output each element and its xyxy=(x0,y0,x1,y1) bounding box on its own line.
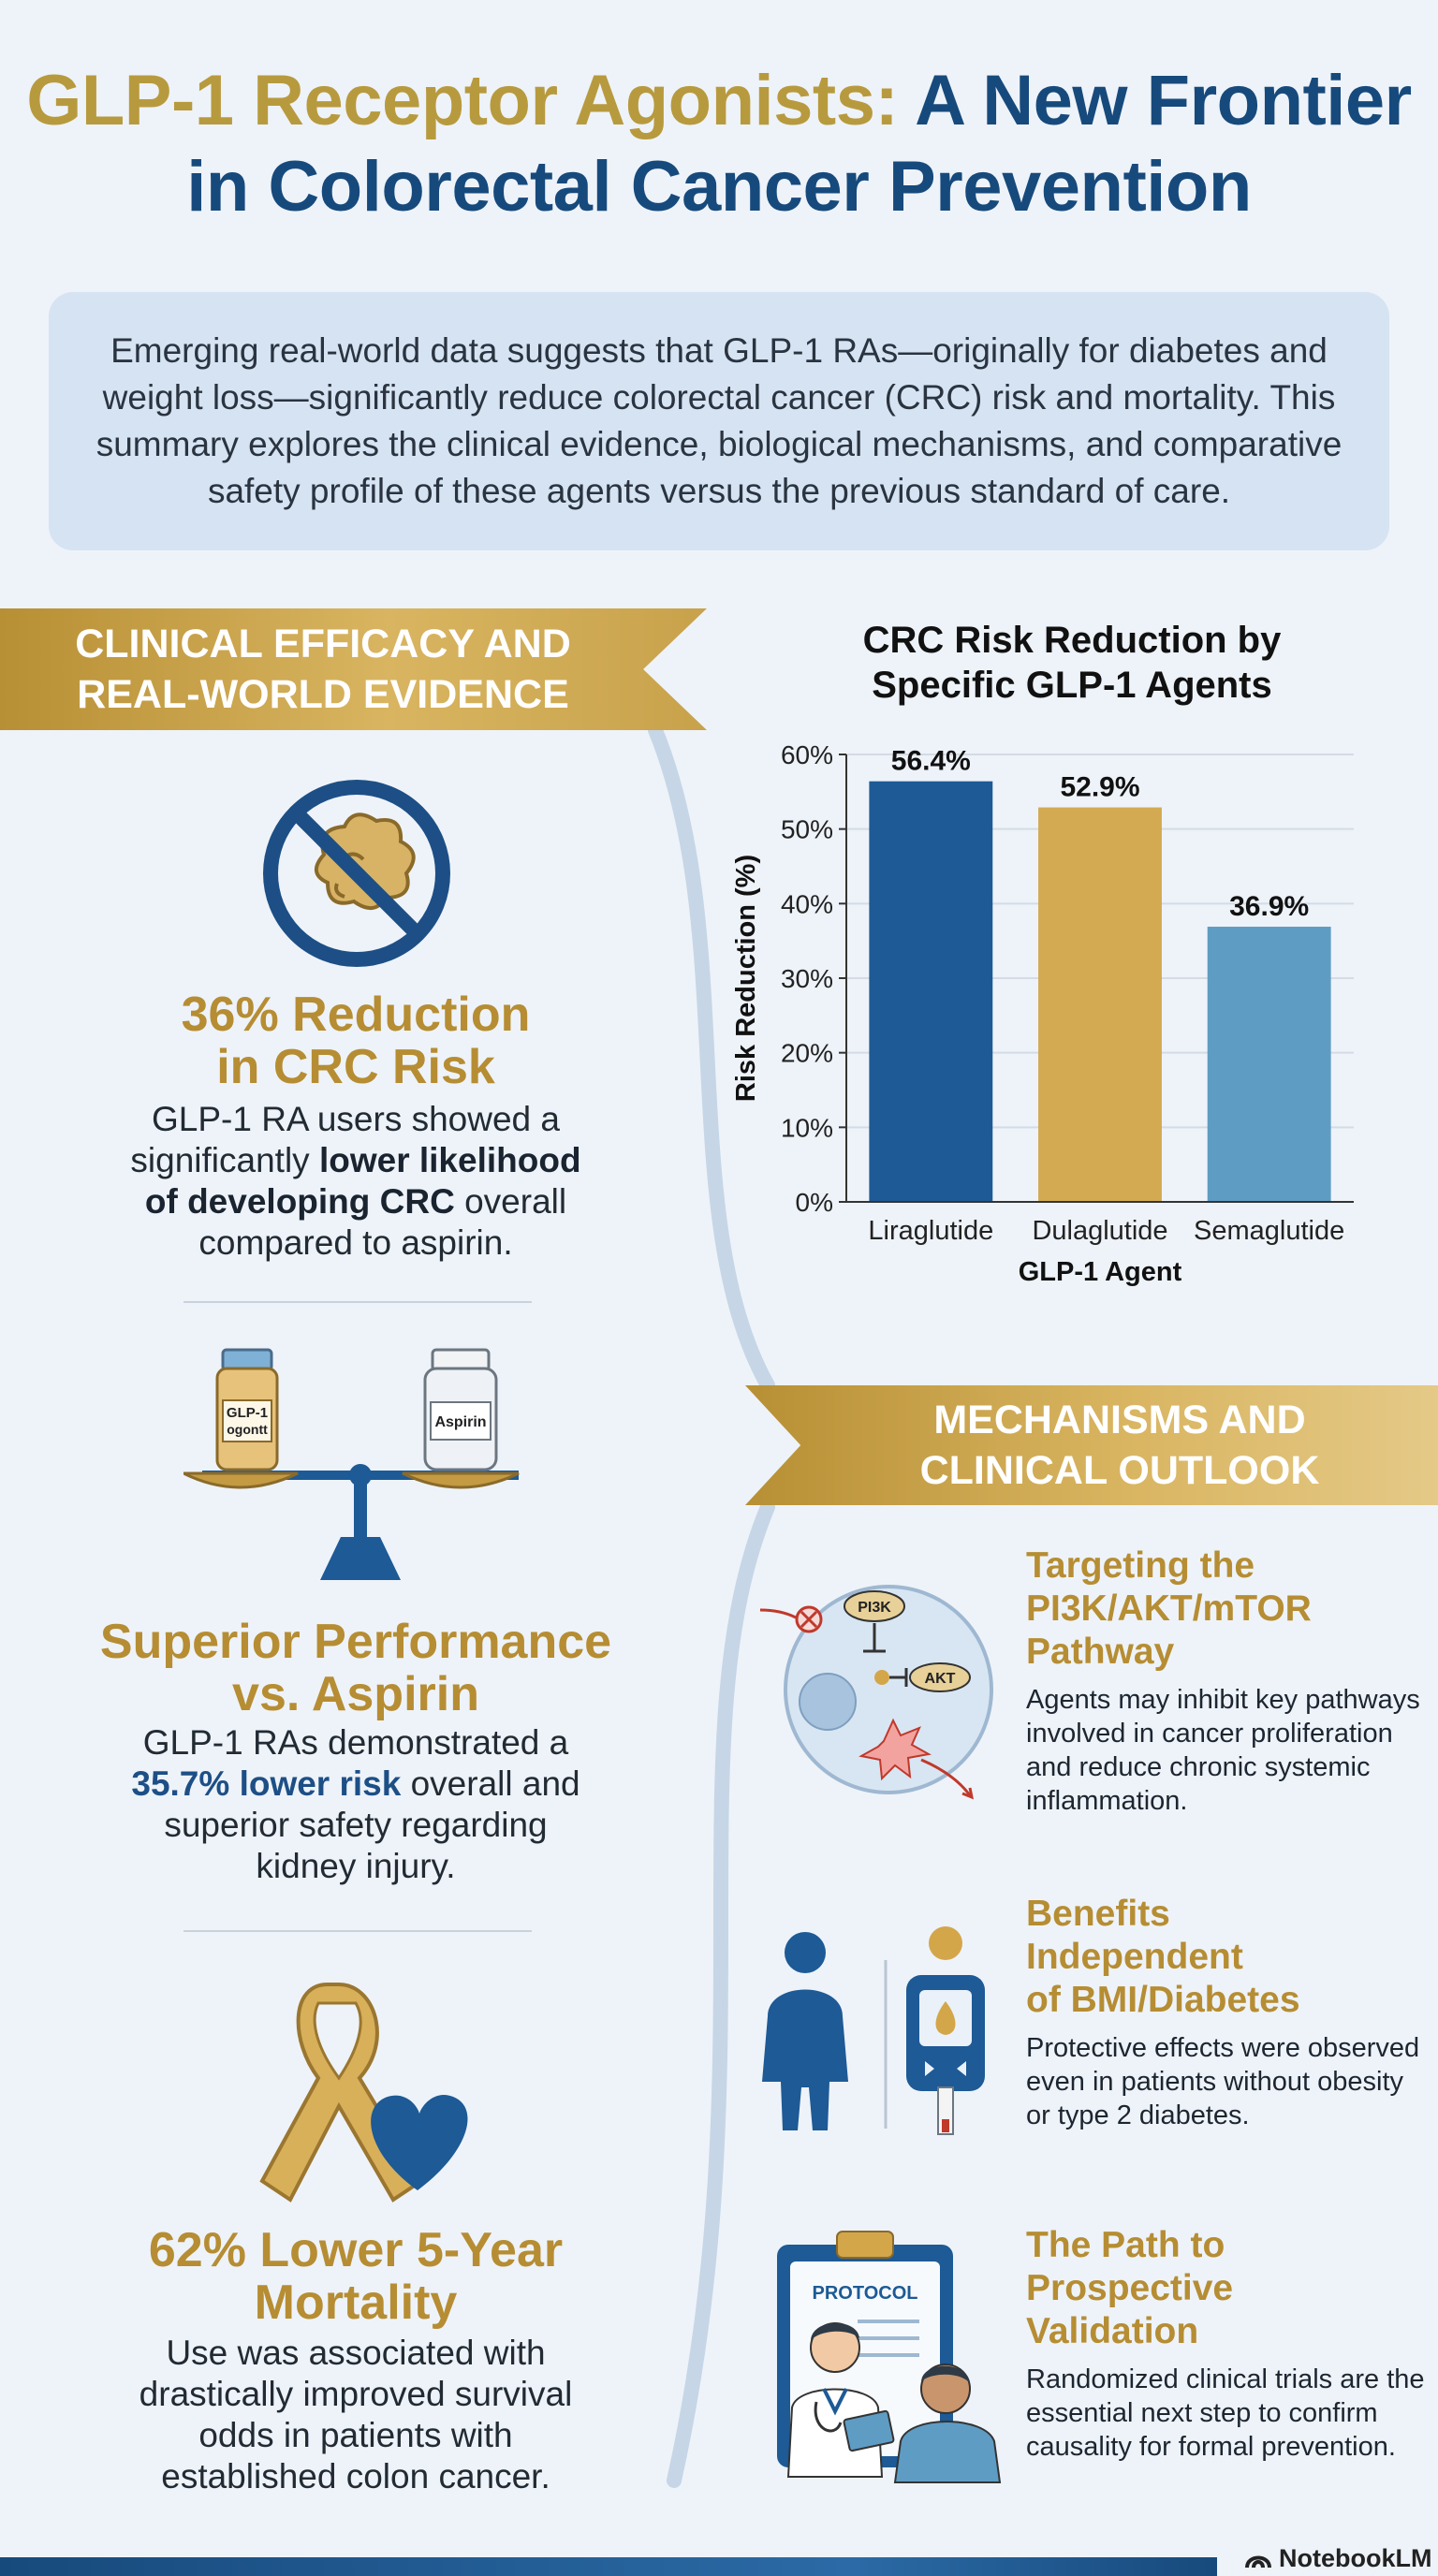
mech2-head-line2: Independent xyxy=(1026,1937,1243,1977)
title-line2: in Colorectal Cancer Prevention xyxy=(186,147,1252,227)
stat3-head-line1: 62% Lower 5-Year xyxy=(148,2223,564,2277)
chart-ytick-label: 40% xyxy=(781,889,833,918)
intro-text: Emerging real-world data suggests that G… xyxy=(95,331,1343,510)
stat1-head-line2: in CRC Risk xyxy=(216,1040,495,1094)
vial-left-label-1: GLP-1 xyxy=(227,1405,268,1421)
chart-title: CRC Risk Reduction by Specific GLP-1 Age… xyxy=(862,620,1282,706)
doctor-protocol-icon: PROTOCOL xyxy=(777,2231,1002,2483)
mech2-head-line3: of BMI/Diabetes xyxy=(1026,1980,1300,2020)
mechanism-validation-heading: The Path to Prospective Validation xyxy=(1026,2224,1429,2353)
footer-bar xyxy=(0,2557,1217,2576)
ribbon-mechanisms: MECHANISMS AND CLINICAL OUTLOOK xyxy=(745,1385,1438,1505)
chart-ytick-label: 60% xyxy=(781,740,833,769)
mech1-head-line3: Pathway xyxy=(1026,1632,1175,1672)
chart-ytick-label: 10% xyxy=(781,1113,833,1142)
mech3-head-line3: Validation xyxy=(1026,2311,1199,2351)
mech3-head-line2: Prospective xyxy=(1026,2268,1234,2308)
notebooklm-logo-icon xyxy=(1245,2555,1271,2569)
mechanism-pathway-heading: Targeting the PI3K/AKT/mTOR Pathway xyxy=(1026,1544,1429,1674)
ribbon-right-line2: CLINICAL OUTLOOK xyxy=(919,1448,1320,1493)
chart-xtick-label: Semaglutide xyxy=(1194,1216,1344,1246)
chart-value-label: 36.9% xyxy=(1229,891,1309,922)
ribbon-right-line1: MECHANISMS AND xyxy=(933,1398,1306,1442)
stat-mortality-body: Use was associated with drastically impr… xyxy=(139,2334,573,2496)
ribbon-left-line1: CLINICAL EFFICACY AND xyxy=(75,622,571,666)
stat-mortality-heading: 62% Lower 5-Year Mortality xyxy=(0,2224,712,2329)
stat-aspirin-heading: Superior Performance vs. Aspirin xyxy=(0,1616,712,1720)
mech1-head-line1: Targeting the xyxy=(1026,1545,1255,1586)
stat1-body-post: overall compared to aspirin. xyxy=(198,1182,567,1262)
awareness-ribbon-heart-icon xyxy=(259,1983,468,2203)
chart-bar-dulaglutide xyxy=(1038,807,1162,1202)
chart-xtick-label: Liraglutide xyxy=(868,1216,993,1246)
stat2-head-line2: vs. Aspirin xyxy=(232,1667,479,1721)
chart-ytick-label: 30% xyxy=(781,964,833,993)
divider xyxy=(183,1930,532,1932)
cell-pathway-icon: PI3K AKT xyxy=(759,1585,993,1800)
chart-ytick-label: 20% xyxy=(781,1039,833,1068)
divider xyxy=(183,1301,532,1303)
bar-chart: 0% 10% 20% 30% 40% 50% 60% Liraglutide Dulaglut… xyxy=(731,740,1354,1287)
pi3k-label: PI3K xyxy=(858,1600,891,1616)
stat-aspirin-body: GLP-1 RAs demonstrated a 35.7% lower ris… xyxy=(0,1722,712,1887)
mechanism-bmi-heading: Benefits Independent of BMI/Diabetes xyxy=(1026,1893,1429,2022)
chart-ytick-label: 50% xyxy=(781,815,833,844)
chart-ylabel: Risk Reduction (%) xyxy=(731,855,761,1102)
intro-box: Emerging real-world data suggests that G… xyxy=(49,292,1389,550)
stat-crc-risk-heading: 36% Reduction in CRC Risk xyxy=(0,988,712,1093)
chart-bar-semaglutide xyxy=(1207,927,1331,1202)
ribbon-left-line2: REAL-WORLD EVIDENCE xyxy=(77,672,569,717)
chart-value-label: 56.4% xyxy=(891,746,971,777)
chart-value-label: 52.9% xyxy=(1060,772,1139,803)
page-title: GLP-1 Receptor Agonists: A New Frontier … xyxy=(0,58,1438,230)
stat2-body-post: overall and superior safety regarding ki… xyxy=(164,1764,580,1885)
footer-brand: NotebookLM xyxy=(1245,2542,1432,2574)
chart-xlabel: GLP-1 Agent xyxy=(1019,1257,1182,1287)
mech2-head-line1: Benefits xyxy=(1026,1894,1170,1934)
ribbon-clinical-efficacy: CLINICAL EFFICACY AND REAL-WORLD EVIDENC… xyxy=(0,608,707,730)
title-part2: A New Frontier xyxy=(915,61,1412,140)
vial-left-label-2: ogontt xyxy=(227,1422,268,1437)
mech1-head-line2: PI3K/AKT/mTOR xyxy=(1026,1588,1312,1629)
person-glucometer-icon xyxy=(762,1926,985,2135)
no-cancer-cell-icon xyxy=(263,780,450,967)
vial-right-label: Aspirin xyxy=(434,1414,486,1430)
stat1-body-bold: lower likelihood of developing CRC xyxy=(144,1141,581,1221)
title-part1: GLP-1 Receptor Agonists: xyxy=(26,61,899,140)
stat1-head-line1: 36% Reduction xyxy=(181,988,531,1042)
mech3-head-line1: The Path to xyxy=(1026,2225,1225,2265)
chart-bar-liraglutide xyxy=(869,781,993,1202)
mechanism-pathway-body: Agents may inhibit key pathways involved… xyxy=(1026,1685,1420,1816)
akt-label: AKT xyxy=(925,1671,956,1687)
chart-ytick-label: 0% xyxy=(796,1188,833,1217)
stat2-body-bold: 35.7% lower risk xyxy=(131,1764,402,1803)
stat-crc-risk-body: GLP-1 RA users showed a significantly lo… xyxy=(0,1099,712,1264)
mechanism-bmi-body: Protective effects were observed even in… xyxy=(1026,2033,1420,2130)
protocol-label: PROTOCOL xyxy=(813,2283,918,2304)
stat2-head-line1: Superior Performance xyxy=(99,1615,612,1669)
stat3-head-line2: Mortality xyxy=(254,2276,458,2330)
stat2-body-pre: GLP-1 RAs demonstrated a xyxy=(142,1723,569,1762)
mechanism-validation-body: Randomized clinical trials are the essen… xyxy=(1026,2364,1425,2462)
balance-scale-icon: GLP-1 ogontt Aspirin xyxy=(183,1348,520,1580)
stat1-body-pre: GLP-1 RA users showed a significantly xyxy=(130,1100,560,1179)
footer-brand-text: NotebookLM xyxy=(1279,2543,1432,2572)
chart-xtick-label: Dulaglutide xyxy=(1032,1216,1167,1246)
